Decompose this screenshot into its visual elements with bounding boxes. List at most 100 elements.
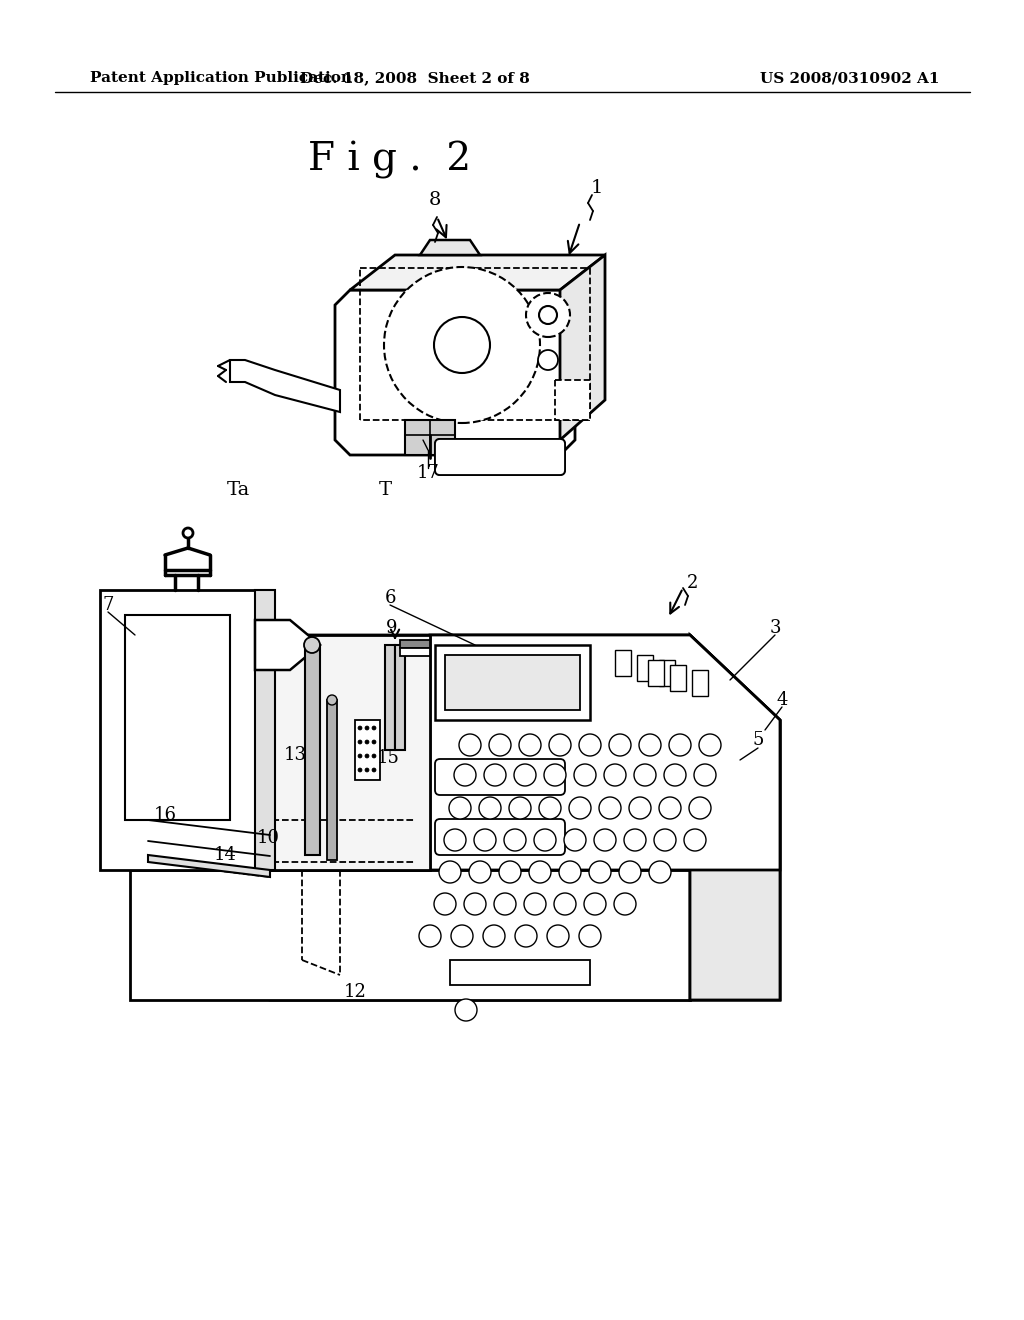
Circle shape [365, 754, 369, 758]
Polygon shape [637, 655, 653, 681]
Text: Patent Application Publication: Patent Application Publication [90, 71, 352, 84]
Circle shape [624, 829, 646, 851]
Circle shape [689, 797, 711, 818]
Polygon shape [335, 290, 575, 455]
Polygon shape [148, 855, 270, 876]
Circle shape [372, 754, 376, 758]
Circle shape [494, 894, 516, 915]
Circle shape [529, 861, 551, 883]
Circle shape [479, 797, 501, 818]
Circle shape [609, 734, 631, 756]
Text: T: T [379, 480, 391, 499]
Text: 14: 14 [214, 846, 237, 865]
Circle shape [538, 350, 558, 370]
Text: 15: 15 [377, 748, 399, 767]
Polygon shape [692, 671, 708, 696]
Circle shape [564, 829, 586, 851]
Circle shape [327, 696, 337, 705]
Polygon shape [670, 665, 686, 690]
Polygon shape [450, 960, 590, 985]
Circle shape [358, 768, 362, 772]
Polygon shape [130, 870, 690, 1001]
Circle shape [559, 861, 581, 883]
Circle shape [504, 829, 526, 851]
Polygon shape [430, 635, 780, 870]
Text: Ta: Ta [226, 480, 250, 499]
Polygon shape [270, 635, 430, 870]
Circle shape [365, 726, 369, 730]
Circle shape [639, 734, 662, 756]
Circle shape [449, 797, 471, 818]
Polygon shape [255, 620, 319, 671]
Circle shape [499, 861, 521, 883]
Circle shape [599, 797, 621, 818]
Circle shape [618, 861, 641, 883]
Polygon shape [659, 660, 675, 686]
Circle shape [455, 999, 477, 1020]
Text: US 2008/0310902 A1: US 2008/0310902 A1 [761, 71, 940, 84]
Circle shape [439, 861, 461, 883]
Polygon shape [230, 360, 340, 412]
Circle shape [664, 764, 686, 785]
Circle shape [434, 317, 490, 374]
Circle shape [649, 861, 671, 883]
Polygon shape [690, 635, 780, 1001]
Circle shape [451, 925, 473, 946]
Circle shape [365, 768, 369, 772]
Circle shape [358, 741, 362, 744]
Text: 17: 17 [417, 465, 439, 482]
Polygon shape [690, 719, 780, 1001]
Polygon shape [648, 660, 664, 686]
Text: 13: 13 [284, 746, 306, 764]
Circle shape [483, 925, 505, 946]
Circle shape [629, 797, 651, 818]
Circle shape [419, 925, 441, 946]
Circle shape [534, 829, 556, 851]
FancyBboxPatch shape [435, 440, 565, 475]
Circle shape [669, 734, 691, 756]
Polygon shape [100, 590, 255, 870]
Text: 16: 16 [154, 807, 176, 824]
Circle shape [509, 797, 531, 818]
Circle shape [579, 734, 601, 756]
Polygon shape [400, 640, 430, 648]
Circle shape [372, 726, 376, 730]
FancyBboxPatch shape [435, 440, 565, 475]
Polygon shape [400, 648, 430, 656]
Circle shape [584, 894, 606, 915]
Polygon shape [350, 255, 605, 290]
Polygon shape [270, 635, 780, 1001]
Circle shape [489, 734, 511, 756]
Circle shape [365, 741, 369, 744]
Circle shape [569, 797, 591, 818]
Polygon shape [560, 255, 605, 440]
Circle shape [372, 768, 376, 772]
Circle shape [614, 894, 636, 915]
Polygon shape [555, 380, 590, 420]
Circle shape [515, 925, 537, 946]
Circle shape [384, 267, 540, 422]
Circle shape [484, 764, 506, 785]
Polygon shape [420, 240, 480, 255]
Polygon shape [327, 700, 337, 861]
Circle shape [554, 894, 575, 915]
Circle shape [594, 829, 616, 851]
Circle shape [539, 306, 557, 323]
Polygon shape [435, 645, 590, 719]
Polygon shape [406, 420, 455, 455]
Polygon shape [355, 719, 380, 780]
Circle shape [634, 764, 656, 785]
Circle shape [183, 528, 193, 539]
Polygon shape [615, 649, 631, 676]
Circle shape [574, 764, 596, 785]
Circle shape [519, 734, 541, 756]
Circle shape [514, 764, 536, 785]
Text: F i g .  2: F i g . 2 [308, 141, 472, 180]
Circle shape [539, 797, 561, 818]
Text: 8: 8 [429, 191, 441, 209]
Circle shape [459, 734, 481, 756]
Circle shape [699, 734, 721, 756]
Circle shape [526, 293, 570, 337]
FancyBboxPatch shape [435, 818, 565, 855]
Text: 4: 4 [776, 690, 787, 709]
